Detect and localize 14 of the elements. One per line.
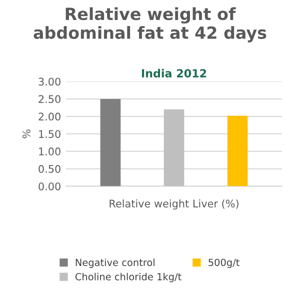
y-tick-label: 1.50 [39, 130, 60, 138]
legend-label: Choline chloride 1kg/t [75, 272, 182, 282]
y-tick-label: 3.00 [38, 78, 60, 86]
chart-title: Relative weight of abdominal fat at 42 days [34, 7, 266, 42]
y-axis-title: % [22, 129, 30, 138]
y-tick-label: 2.00 [38, 112, 60, 121]
x-axis-title: Relative weight Liver (%) [110, 199, 238, 210]
y-tick-label: 0.50 [38, 165, 60, 173]
y-tick-label: 1.00 [39, 148, 60, 156]
legend-label: Negative control [76, 258, 154, 268]
legend-label: 500g/t [208, 258, 240, 268]
y-tick-label: 2.50 [38, 95, 60, 104]
y-tick-label: 0.00 [38, 182, 60, 190]
chart-subtitle: India 2012 [142, 68, 206, 78]
